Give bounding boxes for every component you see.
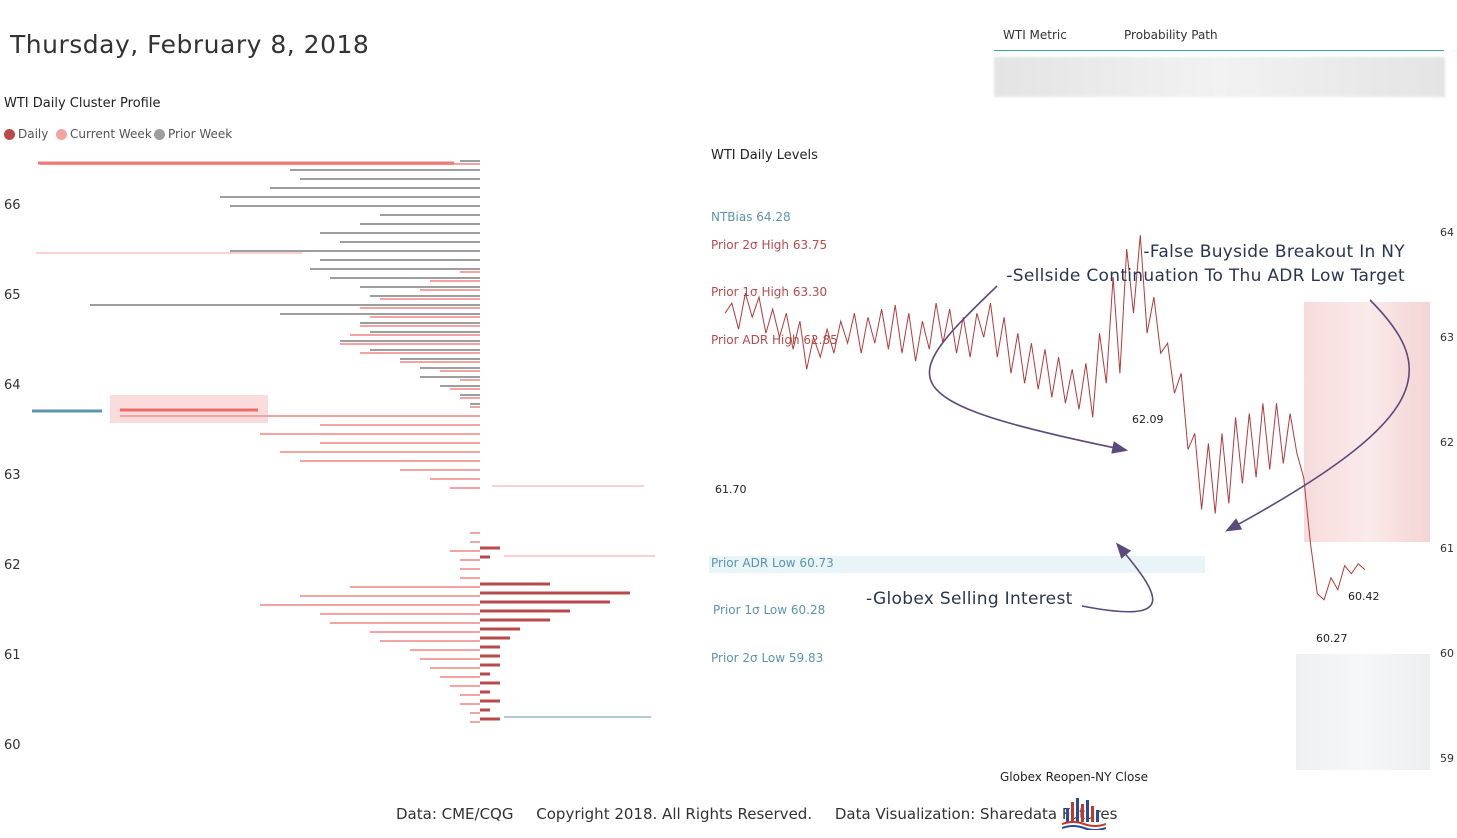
price-ytick-63: 63 <box>1440 331 1454 344</box>
price-ytick-59: 59 <box>1440 752 1454 765</box>
legend-dot-prior-week <box>154 128 165 140</box>
legend-label-daily: Daily <box>18 127 49 141</box>
cluster-ytick-62: 62 <box>4 558 21 573</box>
price-ytick-62: 62 <box>1440 436 1454 449</box>
cluster-profile-chart <box>32 160 655 723</box>
table-header-probability: Probability Path <box>1124 28 1218 42</box>
cluster-ytick-61: 61 <box>4 648 21 663</box>
cluster-ytick-65: 65 <box>4 288 21 303</box>
level-prior-2sigma-low: Prior 2σ Low 59.83 <box>711 651 824 665</box>
annotation-breakout: -False Buyside Breakout In NY <box>1143 242 1405 262</box>
legend-item-current-week[interactable]: Current Week <box>56 127 152 141</box>
price-label-low: 60.27 <box>1316 632 1348 645</box>
price-series-line <box>724 234 1366 601</box>
price-ytick-60: 60 <box>1440 647 1454 660</box>
price-ytick-61: 61 <box>1440 542 1454 555</box>
footer-copyright: Copyright 2018. All Rights Reserved. <box>536 805 813 823</box>
table-row-blurred <box>994 57 1445 97</box>
lower-probability-box <box>1296 654 1430 770</box>
level-prior-1sigma-low: Prior 1σ Low 60.28 <box>713 603 826 617</box>
arrow-continuation <box>1225 299 1411 532</box>
levels-title: WTI Daily Levels <box>711 148 818 163</box>
legend-dot-current-week <box>56 128 67 140</box>
sharedata-logo-icon <box>1062 798 1106 830</box>
table-header-metric: WTI Metric <box>1003 28 1067 42</box>
legend-label-prior-week: Prior Week <box>168 127 233 141</box>
price-label-high: 62.09 <box>1132 413 1164 426</box>
cluster-ytick-66: 66 <box>4 198 21 213</box>
report-date: Thursday, February 8, 2018 <box>10 30 370 59</box>
cluster-ytick-63: 63 <box>4 468 21 483</box>
legend-item-prior-week[interactable]: Prior Week <box>154 127 232 141</box>
annotation-continuation: -Sellside Continuation To Thu ADR Low Ta… <box>1006 266 1405 286</box>
cluster-profile-title: WTI Daily Cluster Profile <box>4 96 161 111</box>
level-ntbias: NTBias 64.28 <box>711 210 791 224</box>
table-header-divider <box>994 50 1444 51</box>
price-label-open: 61.70 <box>715 483 747 496</box>
footer-source: Data: CME/CQG <box>396 805 514 823</box>
cluster-ytick-64: 64 <box>4 378 21 393</box>
legend-label-current-week: Current Week <box>70 127 152 141</box>
level-prior-1sigma-high: Prior 1σ High 63.30 <box>711 285 828 299</box>
price-line-chart: 64 63 62 61 60 59 <box>724 226 1454 770</box>
price-ytick-64: 64 <box>1440 226 1454 239</box>
level-prior-2sigma-high: Prior 2σ High 63.75 <box>711 238 828 252</box>
adr-low-highlight <box>709 556 1205 573</box>
price-label-last: 60.42 <box>1348 590 1380 603</box>
cluster-ytick-60: 60 <box>4 738 21 753</box>
footer-viz: Data Visualization: Sharedata Futures <box>834 805 1118 823</box>
upper-probability-box <box>1304 302 1430 542</box>
annotation-globex: -Globex Selling Interest <box>866 589 1073 609</box>
legend-item-daily[interactable]: Daily <box>4 127 48 141</box>
x-axis-label: Globex Reopen-NY Close <box>1000 770 1148 784</box>
legend-dot-daily <box>4 128 15 140</box>
arrow-globex <box>1081 542 1154 613</box>
level-prior-adr-high: Prior ADR High 62.85 <box>711 333 838 347</box>
footer: Data: CME/CQG Copyright 2018. All Rights… <box>396 805 1135 823</box>
arrow-breakout <box>928 285 1129 454</box>
level-prior-adr-low: Prior ADR Low 60.73 <box>711 556 834 570</box>
